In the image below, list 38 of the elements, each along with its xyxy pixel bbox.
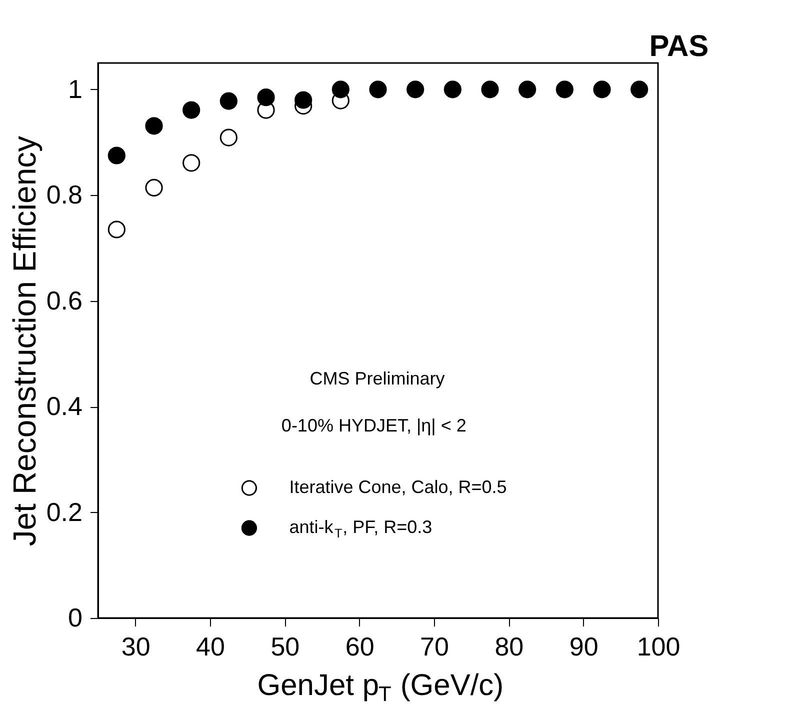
y-tick-label: 0.8 bbox=[46, 180, 82, 210]
point bbox=[220, 128, 238, 146]
x-tick-label: 30 bbox=[121, 632, 150, 662]
annotation: CMS Preliminary bbox=[310, 368, 445, 388]
text: PAS bbox=[649, 30, 709, 63]
point bbox=[145, 178, 163, 197]
x-tick-label: 70 bbox=[420, 632, 449, 662]
point bbox=[294, 91, 312, 109]
point bbox=[630, 80, 648, 98]
point bbox=[481, 80, 499, 98]
point bbox=[182, 101, 200, 119]
point bbox=[257, 88, 275, 106]
point bbox=[182, 154, 200, 172]
y-tick-label: 0.4 bbox=[46, 391, 82, 422]
y-tick-label: 1 bbox=[68, 74, 82, 104]
point bbox=[332, 80, 350, 98]
point bbox=[145, 117, 163, 135]
y-tick-label: 0.6 bbox=[46, 285, 82, 316]
annotation: 0-10% HYDJET, |η| < 2 bbox=[281, 416, 466, 436]
point bbox=[406, 80, 424, 98]
y-tick-label: 0.2 bbox=[46, 496, 82, 527]
point bbox=[593, 80, 611, 98]
x-tick-label: 100 bbox=[636, 632, 680, 662]
legend-label: Iterative Cone, Calo, R=0.5 bbox=[289, 477, 507, 497]
point bbox=[518, 80, 536, 98]
y-tick-label: 0 bbox=[68, 602, 82, 632]
x-tick-label: 90 bbox=[569, 632, 598, 662]
point bbox=[444, 80, 462, 98]
x-tick-label: 50 bbox=[270, 632, 300, 662]
x-tick-label: 60 bbox=[345, 632, 374, 662]
point bbox=[108, 146, 126, 164]
point bbox=[556, 80, 574, 98]
point bbox=[369, 80, 387, 98]
x-tick-label: 40 bbox=[196, 632, 225, 662]
x-tick-label: 80 bbox=[494, 632, 524, 662]
y-axis-title: Jet Reconstruction Efficiency bbox=[6, 136, 42, 546]
point bbox=[108, 220, 126, 238]
point bbox=[220, 92, 238, 110]
